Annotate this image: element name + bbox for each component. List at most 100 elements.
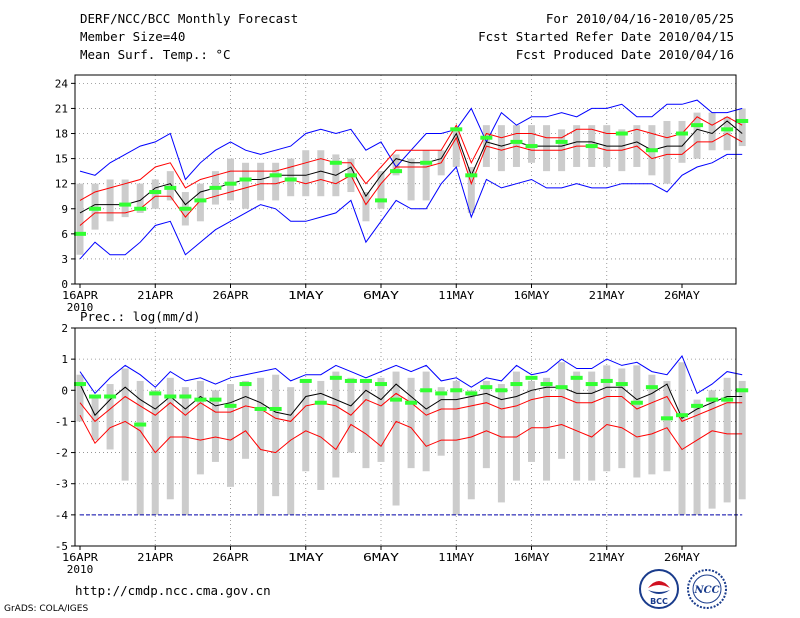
y-tick-label: 3 [61,253,68,266]
ensemble-box [392,154,400,176]
observed-marker [119,202,132,207]
x-tick-label: 26APR [213,551,249,564]
ensemble-box [603,365,611,472]
observed-marker [691,123,704,128]
series-line-mean [79,120,743,214]
ensemble-box [467,166,475,213]
y-tick-label: -2 [55,447,68,460]
observed-marker [375,198,387,203]
x-tick-label: 26MAY [664,289,700,302]
ensemble-box [242,380,250,459]
observed-marker [480,135,493,140]
observed-marker [465,391,478,396]
x-tick-label: 11MAY [438,289,474,302]
plot-frame [74,74,737,285]
ensemble-box [257,377,265,515]
ensemble-box [693,399,701,515]
bcc-logo-text: BCC [650,597,668,606]
produced-date: Fcst Produced Date 2010/04/16 [515,47,734,62]
observed-marker [405,400,418,405]
observed-marker [450,127,463,132]
ensemble-box [227,158,234,201]
observed-marker [585,382,598,387]
y-tick-label: 21 [55,102,68,115]
observed-marker [615,382,628,387]
observed-marker [269,406,282,411]
x-tick-label: 21MAY [589,289,625,302]
observed-marker [344,378,357,383]
observed-marker [540,382,553,387]
ensemble-box [196,380,204,475]
ensemble-box [633,365,641,478]
variable-label: Mean Surf. Temp.: °C [80,47,231,62]
observed-marker [736,118,749,123]
observed-marker [239,177,252,182]
ensemble-box [407,158,415,201]
y-tick-label: -5 [55,540,68,553]
observed-marker [615,131,628,136]
observed-marker [706,397,719,402]
ensemble-box [467,390,475,500]
ensemble-box [317,380,325,490]
observed-marker [149,391,162,396]
x-tick-label: 6MAY [363,289,399,302]
ensemble-box [106,179,114,222]
x-year-label: 2010 [67,301,94,314]
refer-date: Fcst Started Refer Date 2010/04/15 [478,29,734,44]
y-tick-label: -4 [55,509,69,522]
ensemble-box [437,387,445,456]
observed-marker [525,144,538,149]
x-tick-label: 21APR [137,289,173,302]
ensemble-box [452,380,460,515]
observed-marker [676,413,688,418]
observed-marker [344,173,357,178]
series-line-mean [79,383,743,420]
observed-marker [239,382,252,387]
ensemble-box [242,162,250,209]
observed-marker [450,388,463,393]
ensemble-box [151,179,159,209]
precip-panel-title: Prec.: log(mm/d) [80,309,200,324]
observed-marker [329,160,342,165]
ensemble-box [302,150,310,197]
y-tick-label: 6 [61,228,68,241]
ensemble-box [482,380,490,469]
ensemble-box [663,120,671,184]
bcc-logo: BCC [639,569,679,609]
x-tick-label: 16APR [62,551,98,564]
ensemble-box [287,158,295,197]
ensemble-box [528,380,535,462]
observed-marker [721,127,734,132]
observed-marker [299,378,312,383]
ensemble-box [497,384,505,503]
ensemble-box [723,377,731,503]
ensemble-box [166,377,174,500]
x-tick-label: 1MAY [288,551,324,564]
ensemble-box [227,384,234,487]
ncc-logo-text: NCC [693,585,719,596]
observed-marker [420,388,433,393]
y-tick-label: 15 [55,153,68,166]
ensemble-box [422,371,430,472]
ensemble-box [166,171,174,201]
ensemble-box [708,112,716,151]
observed-marker [89,394,102,399]
source-url: http://cmdp.ncc.cma.gov.cn [75,583,271,598]
ensemble-box [543,377,551,481]
ensemble-box [678,120,686,163]
panel-2: -5 -4 -3 -2 -1 0 1 2 16APR 21APR 26APR 1MAY 6MAY 11MA… [55,322,749,576]
ensemble-box [377,171,385,209]
y-tick-label: -3 [55,478,68,491]
observed-marker [736,388,749,393]
ensemble-box [663,380,671,472]
observed-marker [570,375,583,380]
x-tick-label: 16MAY [514,551,550,564]
observed-marker [74,382,86,387]
ensemble-box [136,380,144,515]
observed-marker [375,382,387,387]
observed-marker [164,185,177,190]
observed-marker [585,144,598,149]
y-tick-label: -1 [55,415,68,428]
ensemble-box [121,179,129,218]
